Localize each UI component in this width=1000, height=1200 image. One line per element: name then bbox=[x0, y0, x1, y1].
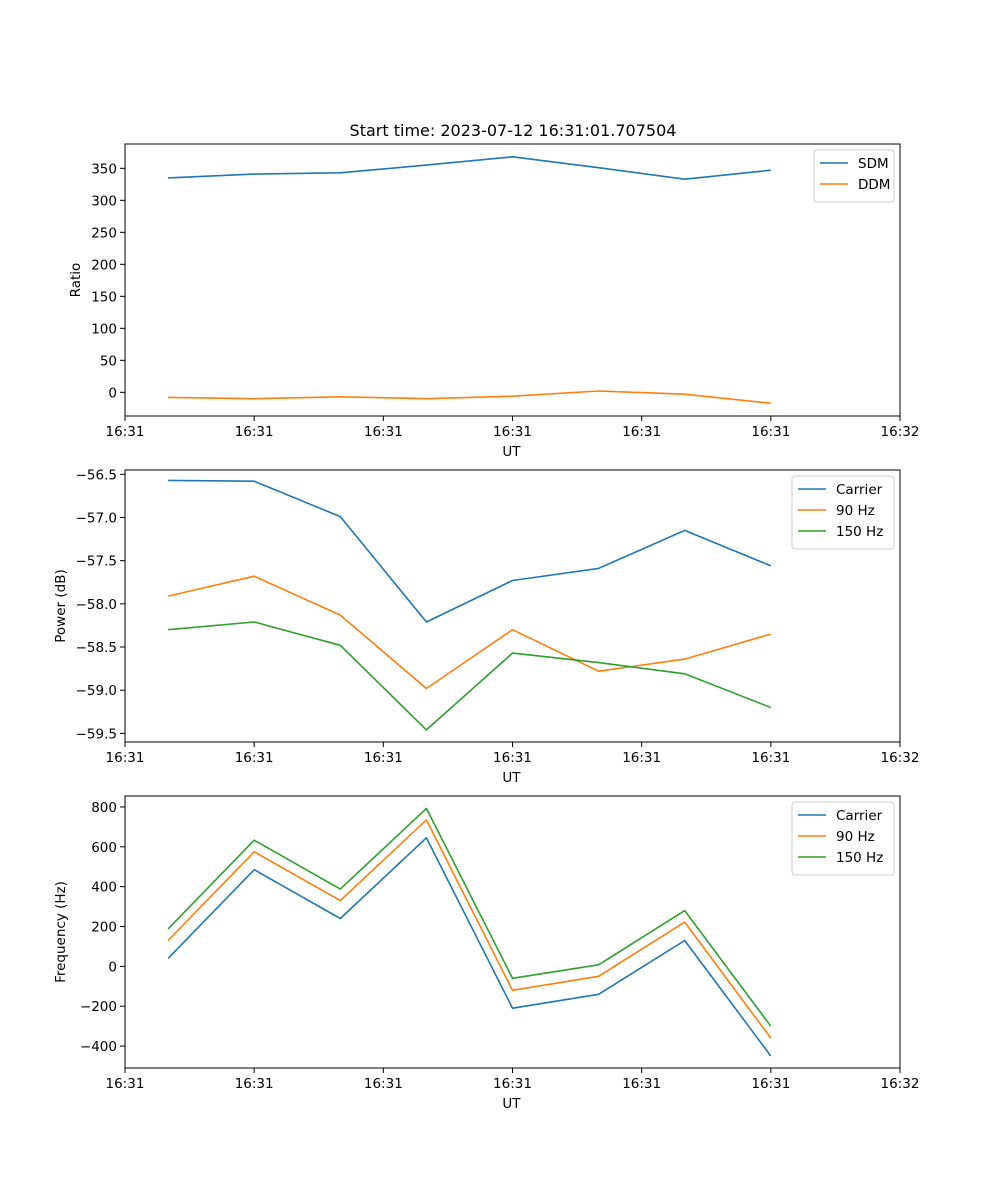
x-tick-label: 16:31 bbox=[622, 1076, 661, 1092]
x-tick-label: 16:31 bbox=[364, 750, 403, 766]
legend-label: 90 Hz bbox=[836, 503, 875, 519]
x-tick-label: 16:31 bbox=[751, 1076, 790, 1092]
y-tick-label: 100 bbox=[91, 321, 117, 337]
y-tick-label: 250 bbox=[91, 225, 117, 241]
series-line-90-hz bbox=[167, 575, 772, 690]
y-tick-label: −400 bbox=[80, 1039, 117, 1055]
series-line-150-hz bbox=[167, 807, 772, 1027]
series-line-carrier bbox=[167, 836, 772, 1057]
legend-label: Carrier bbox=[836, 482, 883, 498]
axes-frame bbox=[124, 795, 901, 1069]
y-tick-label: 50 bbox=[100, 353, 117, 369]
x-tick-label: 16:31 bbox=[751, 750, 790, 766]
panel-3: 16:31 16:31 16:31 16:31 16:31 16:31 16:32 −400 −… bbox=[53, 795, 920, 1112]
x-tick-label: 16:31 bbox=[235, 424, 274, 440]
legend: SDM DDM bbox=[813, 149, 895, 203]
y-tick-label: 350 bbox=[91, 161, 117, 177]
y-tick-label: 300 bbox=[91, 193, 117, 209]
x-tick-label: 16:31 bbox=[106, 424, 145, 440]
legend-label: DDM bbox=[858, 177, 890, 193]
y-tick-label: −200 bbox=[80, 999, 117, 1015]
x-tick-label: 16:31 bbox=[622, 424, 661, 440]
y-tick-label: 200 bbox=[91, 257, 117, 273]
y-tick-label: −59.5 bbox=[76, 726, 117, 742]
chart-title: Start time: 2023-07-12 16:31:01.707504 bbox=[350, 121, 677, 140]
axes-frame bbox=[124, 469, 901, 743]
y-tick-label: 800 bbox=[91, 800, 117, 816]
y-tick-label: 0 bbox=[108, 959, 117, 975]
x-tick-label: 16:31 bbox=[106, 1076, 145, 1092]
y-tick-label: −57.5 bbox=[76, 554, 117, 570]
series-line-ddm bbox=[168, 390, 771, 404]
y-axis-label: Power (dB) bbox=[53, 569, 69, 642]
y-tick-label: 150 bbox=[91, 289, 117, 305]
x-axis-label: UT bbox=[502, 1096, 521, 1112]
legend-label: Carrier bbox=[836, 808, 883, 824]
legend-label: 150 Hz bbox=[836, 524, 883, 540]
legend-label: SDM bbox=[858, 156, 889, 172]
y-axis-label: Frequency (Hz) bbox=[53, 881, 69, 983]
y-tick-label: −58.0 bbox=[76, 597, 117, 613]
y-tick-label: 200 bbox=[91, 920, 117, 936]
y-tick-label: −58.5 bbox=[76, 640, 117, 656]
x-tick-label: 16:32 bbox=[881, 750, 920, 766]
y-axis-label: Ratio bbox=[68, 263, 84, 298]
y-tick-label: 400 bbox=[91, 880, 117, 896]
y-tick-label: −56.5 bbox=[76, 467, 117, 483]
y-tick-label: 600 bbox=[91, 840, 117, 856]
series-line-carrier bbox=[168, 479, 772, 623]
y-tick-label: −57.0 bbox=[76, 510, 117, 526]
legend: Carrier 90 Hz 150 Hz bbox=[791, 801, 895, 876]
x-tick-label: 16:32 bbox=[881, 424, 920, 440]
series-line-sdm bbox=[168, 156, 771, 180]
x-tick-label: 16:31 bbox=[235, 750, 274, 766]
x-tick-label: 16:31 bbox=[622, 750, 661, 766]
x-tick-label: 16:31 bbox=[364, 1076, 403, 1092]
legend-label: 150 Hz bbox=[836, 850, 883, 866]
series-line-90-hz bbox=[167, 819, 772, 1039]
x-tick-label: 16:31 bbox=[364, 424, 403, 440]
x-tick-label: 16:31 bbox=[493, 1076, 532, 1092]
x-axis-label: UT bbox=[502, 770, 521, 786]
y-tick-label: 0 bbox=[108, 385, 117, 401]
x-tick-label: 16:31 bbox=[493, 424, 532, 440]
series-line-150-hz bbox=[168, 621, 772, 731]
x-tick-label: 16:31 bbox=[106, 750, 145, 766]
x-axis-label: UT bbox=[502, 444, 521, 460]
panel-2: 16:31 16:31 16:31 16:31 16:31 16:31 16:32 −59.5… bbox=[53, 467, 919, 786]
x-tick-label: 16:31 bbox=[751, 424, 790, 440]
axes-frame bbox=[124, 143, 901, 417]
x-tick-label: 16:31 bbox=[493, 750, 532, 766]
panel-1: 16:31 16:31 16:31 16:31 16:31 16:31 16:32 0 50 10… bbox=[68, 143, 920, 460]
x-tick-label: 16:32 bbox=[881, 1076, 920, 1092]
legend-label: 90 Hz bbox=[836, 829, 875, 845]
legend: Carrier 90 Hz 150 Hz bbox=[791, 475, 895, 550]
y-tick-label: −59.0 bbox=[76, 683, 117, 699]
x-tick-label: 16:31 bbox=[235, 1076, 274, 1092]
